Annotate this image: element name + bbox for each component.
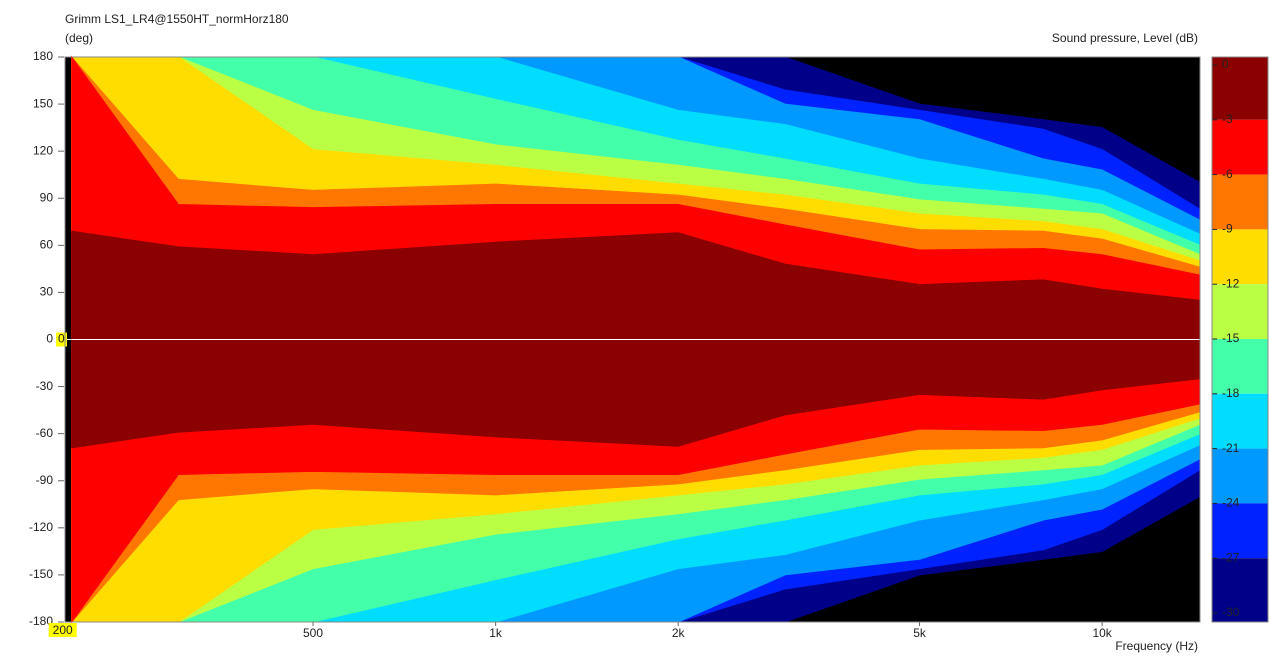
- y-tick-label: -180: [29, 614, 53, 628]
- x-tick-label: 5k: [913, 626, 927, 640]
- cursor-y-label: 0: [58, 332, 65, 346]
- y-tick-label: 90: [40, 190, 54, 204]
- colorbar-swatch: [1212, 339, 1268, 394]
- colorbar-swatch: [1212, 229, 1268, 285]
- colorbar-tick-label: -30: [1222, 605, 1240, 619]
- colorbar-swatch: [1212, 393, 1268, 449]
- colorbar-tick-label: -24: [1222, 496, 1240, 510]
- colorbar-tick-label: -15: [1222, 331, 1240, 345]
- colorbar-swatch: [1212, 65, 1268, 120]
- colorbar-swatch: [1212, 174, 1268, 230]
- x-tick-label: 2k: [672, 626, 686, 640]
- cursor-x-label: 200: [53, 623, 73, 637]
- y-tick-label: -150: [29, 567, 53, 581]
- colorbar-label: Sound pressure, Level (dB): [1052, 31, 1198, 45]
- y-tick-label: 30: [40, 285, 54, 299]
- y-tick-label: 120: [33, 143, 53, 157]
- colorbar-tick-label: 0: [1222, 57, 1229, 71]
- y-tick-label: 150: [33, 96, 53, 110]
- chart-title: Grimm LS1_LR4@1550HT_normHorz180: [65, 12, 289, 26]
- colorbar-cap: [1212, 613, 1268, 622]
- colorbar-tick-label: -9: [1222, 222, 1233, 236]
- colorbar-tick-label: -27: [1222, 550, 1240, 564]
- x-axis-label: Frequency (Hz): [1115, 639, 1198, 653]
- y-tick-label: 0: [46, 332, 53, 346]
- y-tick-label: 180: [33, 49, 53, 63]
- colorbar-tick-label: -21: [1222, 441, 1240, 455]
- colorbar-swatch: [1212, 448, 1268, 504]
- x-tick-label: 500: [303, 626, 323, 640]
- y-axis-label: (deg): [65, 31, 93, 45]
- colorbar-cap: [1212, 57, 1268, 65]
- colorbar-frame: [1211, 56, 1269, 623]
- y-tick-label: -90: [36, 473, 54, 487]
- colorbar-tick-label: -12: [1222, 276, 1240, 290]
- colorbar-swatch: [1212, 503, 1268, 559]
- y-tick-label: -30: [36, 379, 54, 393]
- colorbar-tick-label: -3: [1222, 112, 1233, 126]
- plot-frame: [64, 56, 1201, 623]
- colorbar-tick-label: -6: [1222, 167, 1233, 181]
- colorbar-swatch: [1212, 284, 1268, 339]
- y-tick-label: -120: [29, 520, 53, 534]
- colorbar-tick-label: -18: [1222, 386, 1240, 400]
- y-tick-label: -60: [36, 426, 54, 440]
- y-tick-label: 60: [40, 238, 54, 252]
- x-tick-label: 1k: [489, 626, 503, 640]
- cursor-x-box: [48, 623, 77, 637]
- colorbar-swatch: [1212, 558, 1268, 613]
- x-tick-label: 10k: [1092, 626, 1112, 640]
- cursor-y-box: [56, 332, 67, 347]
- colorbar-swatch: [1212, 119, 1268, 175]
